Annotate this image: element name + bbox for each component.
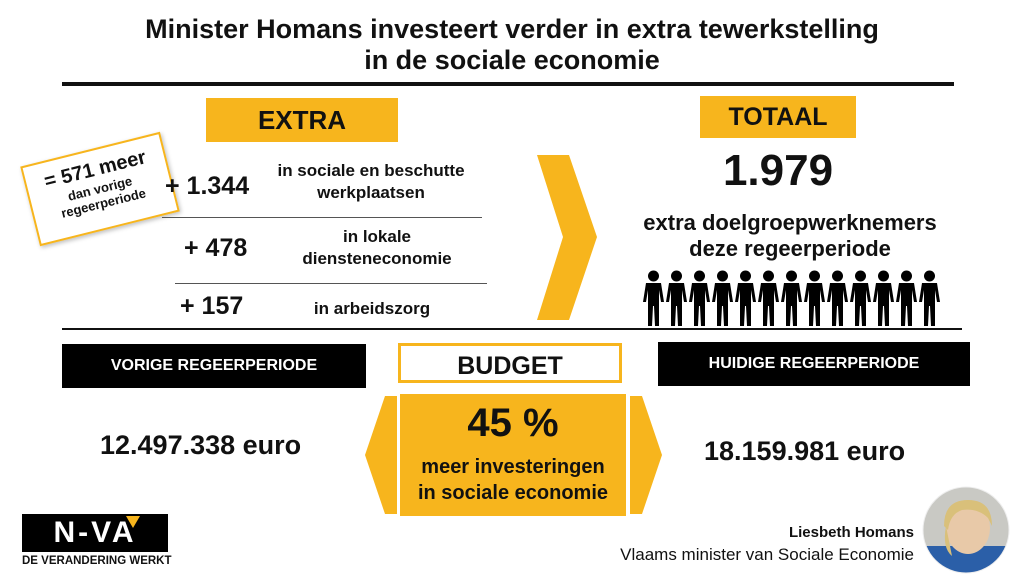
extra-separator-1 xyxy=(162,217,482,218)
nva-logo-graphic xyxy=(22,514,168,552)
budget-box: 45 % meer investeringen in sociale econo… xyxy=(400,394,626,516)
extra-row-1-value: + 1.344 xyxy=(165,172,250,200)
title-line-1: Minister Homans investeert verder in ext… xyxy=(145,14,879,44)
extra-sticker: = 571 meer dan vorige regeerperiode xyxy=(20,131,180,247)
person-icon xyxy=(666,270,687,326)
budget-label: BUDGET xyxy=(398,343,622,383)
nva-logo-mark: N-VA xyxy=(22,514,168,552)
extra-row-1-desc: in sociale en beschutte werkplaatsen xyxy=(268,160,474,204)
huidige-label: HUIDIGE REGEERPERIODE xyxy=(658,342,970,386)
huidige-amount: 18.159.981 euro xyxy=(704,436,906,466)
title-line-2: in de sociale economie xyxy=(364,45,660,75)
extra-row-3-value: + 157 xyxy=(180,292,244,320)
signature-role: Vlaams minister van Sociale Economie xyxy=(620,545,914,564)
totaal-desc: extra doelgroepwerknemers deze regeerper… xyxy=(620,210,960,262)
person-icon xyxy=(781,270,802,326)
page-title: Minister Homans investeert verder in ext… xyxy=(0,14,1024,76)
nva-logo: N-VA DE VERANDERING WERKT xyxy=(22,514,172,567)
title-divider xyxy=(62,82,954,86)
budget-percent: 45 % xyxy=(467,401,559,445)
extra-row-3-desc: in arbeidszorg xyxy=(313,299,431,318)
person-icon xyxy=(758,270,779,326)
person-icon xyxy=(712,270,733,326)
chevron-left-icon xyxy=(365,396,397,514)
budget-desc-1: meer investeringen xyxy=(421,456,605,478)
vorige-label: VORIGE REGEERPERIODE xyxy=(62,344,366,388)
nva-logo-text: N-VA xyxy=(53,516,137,549)
totaal-desc-2: deze regeerperiode xyxy=(689,236,891,261)
person-icon xyxy=(804,270,825,326)
portrait-photo xyxy=(922,486,1010,574)
person-icon xyxy=(896,270,917,326)
person-icon xyxy=(735,270,756,326)
person-icon xyxy=(643,270,664,326)
totaal-value: 1.979 xyxy=(722,146,834,195)
person-icon xyxy=(850,270,871,326)
person-icon xyxy=(689,270,710,326)
extra-row-1-desc-2: werkplaatsen xyxy=(317,183,425,202)
vorige-amount: 12.497.338 euro xyxy=(100,430,302,460)
extra-row-2-desc-1: in lokale xyxy=(342,227,412,246)
chevron-right-small-icon xyxy=(630,396,662,514)
extra-row-2-desc: in lokale diensteneconomie xyxy=(282,226,472,270)
extra-row-2-desc-2: diensteneconomie xyxy=(302,249,452,268)
totaal-label: TOTAAL xyxy=(700,96,856,138)
extra-separator-2 xyxy=(175,283,487,284)
person-icon xyxy=(873,270,894,326)
signature-name: Liesbeth Homans xyxy=(788,524,914,541)
people-icon-row xyxy=(642,270,942,328)
extra-row-1-desc-1: in sociale en beschutte xyxy=(277,161,465,180)
section-divider xyxy=(62,328,962,330)
extra-label: EXTRA xyxy=(206,98,398,142)
totaal-desc-1: extra doelgroepwerknemers xyxy=(643,210,937,235)
nva-slogan: DE VERANDERING WERKT xyxy=(22,555,172,567)
budget-desc-2: in sociale economie xyxy=(417,482,609,504)
extra-row-2-value: + 478 xyxy=(184,234,248,262)
person-icon xyxy=(827,270,848,326)
chevron-right-icon xyxy=(537,155,597,320)
person-icon xyxy=(919,270,940,326)
